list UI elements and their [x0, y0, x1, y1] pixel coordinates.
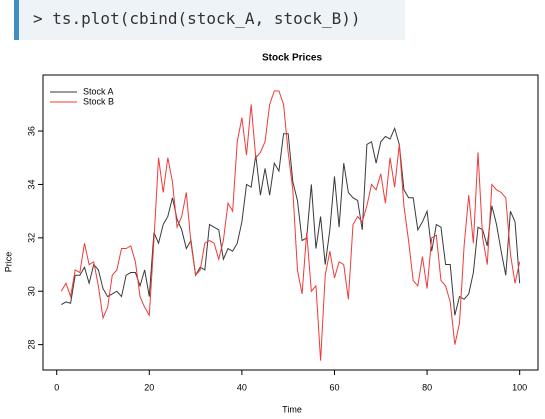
- legend-label: Stock B: [83, 96, 114, 106]
- y-axis-label: Price: [3, 252, 13, 273]
- chart-title: Stock Prices: [262, 53, 322, 64]
- plot-frame: [42, 74, 539, 371]
- legend-label: Stock A: [83, 86, 114, 96]
- y-tick-label: 30: [26, 286, 36, 296]
- series-line: [61, 126, 521, 316]
- series-line: [60, 90, 521, 361]
- chart: Stock Prices Time Price 0 20 40 60 80 100 28 30…: [3, 53, 539, 414]
- code-cell: > ts.plot(cbind(stock_A, stock_B)): [14, 0, 405, 40]
- x-tick-label: 60: [329, 382, 339, 392]
- x-tick-label: 0: [54, 382, 59, 392]
- y-tick-label: 28: [26, 340, 36, 350]
- y-tick-label: 36: [26, 126, 36, 136]
- y-tick-label: 34: [26, 179, 36, 189]
- y-tick-label: 32: [26, 233, 36, 243]
- x-tick-label: 20: [144, 382, 154, 392]
- x-axis-label: Time: [282, 404, 302, 414]
- code-text: > ts.plot(cbind(stock_A, stock_B)): [33, 9, 361, 28]
- x-tick-label: 100: [512, 382, 527, 392]
- x-tick-label: 40: [237, 382, 247, 392]
- x-tick-label: 80: [422, 382, 432, 392]
